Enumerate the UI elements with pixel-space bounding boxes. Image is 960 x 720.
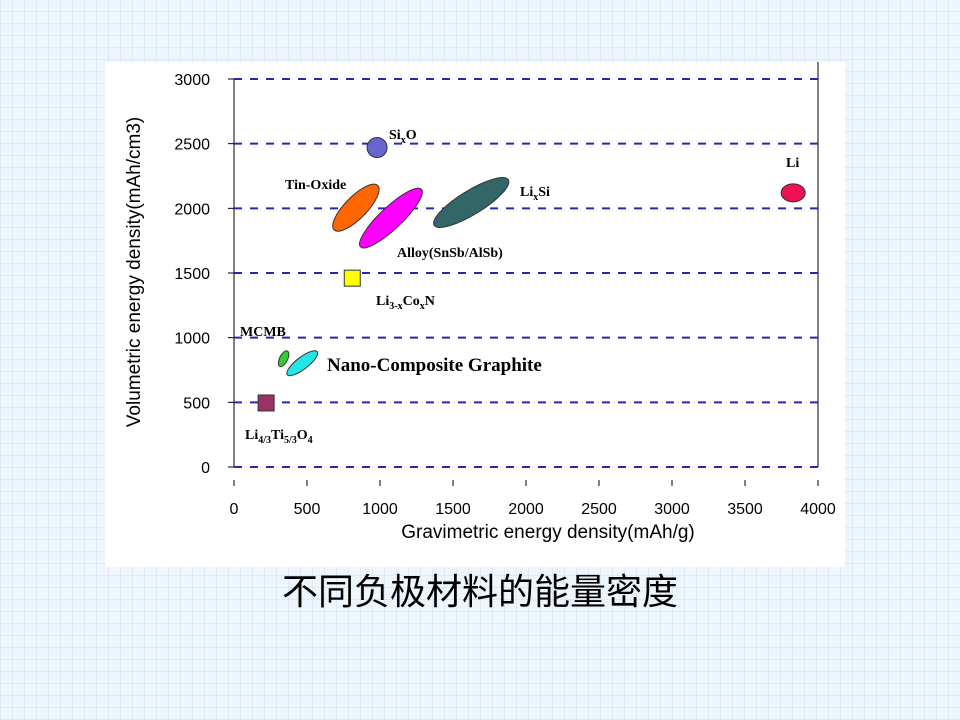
label-part: Nano-Composite Graphite	[327, 355, 542, 376]
label-part: x	[420, 301, 425, 312]
label-part: 4/3	[258, 435, 271, 446]
y-tick-label: 2000	[174, 201, 210, 218]
label-part: Si	[389, 128, 401, 143]
y-tick-label: 1500	[174, 266, 210, 283]
label-part: Tin-Oxide	[285, 178, 346, 193]
label-part: 3-x	[389, 301, 402, 312]
point	[257, 394, 275, 412]
x-tick-label: 1500	[435, 501, 471, 518]
point-label: LixSi	[520, 185, 550, 203]
point	[780, 183, 806, 203]
point-label: Li4/3Ti5/3O4	[245, 428, 313, 446]
x-tick-label: 3000	[654, 501, 690, 518]
point-label: Li	[786, 156, 799, 171]
region	[359, 187, 423, 249]
x-tick-label: 2500	[581, 501, 617, 518]
x-tick-label: 500	[294, 501, 321, 518]
label-part: MCMB	[240, 325, 286, 340]
label-part: 5/3	[284, 435, 297, 446]
label-part: O	[406, 128, 417, 143]
region	[332, 183, 380, 232]
x-tick-label: 1000	[362, 501, 398, 518]
label-part: Co	[403, 294, 420, 309]
label-part: Li	[376, 294, 389, 309]
point-label: Li3-xCoxN	[376, 294, 435, 312]
region	[286, 350, 319, 377]
region	[433, 177, 510, 228]
y-axis-title: Volumetric energy density(mAh/cm3)	[124, 117, 145, 427]
x-tick-label: 4000	[800, 501, 836, 518]
point-label: Tin-Oxide	[285, 178, 346, 193]
label-part: Si	[538, 185, 550, 200]
x-tick-label: 0	[230, 501, 239, 518]
point-label: MCMB	[240, 325, 286, 340]
label-part: x	[401, 135, 406, 146]
y-tick-label: 2500	[174, 137, 210, 154]
label-part: Alloy(SnSb/AlSb)	[397, 246, 503, 261]
label-part: Li	[245, 428, 258, 443]
label-part: Li	[786, 156, 799, 171]
caption: 不同负极材料的能量密度	[282, 572, 678, 613]
y-tick-label: 3000	[174, 72, 210, 89]
label-part: O	[297, 428, 308, 443]
point-label: Nano-Composite Graphite	[327, 355, 542, 376]
label-part: N	[425, 294, 435, 309]
y-tick-label: 500	[183, 395, 210, 412]
x-tick-label: 3500	[727, 501, 763, 518]
label-part: 4	[308, 435, 313, 446]
chart-panel	[105, 62, 845, 567]
y-tick-label: 0	[201, 460, 210, 477]
point	[366, 137, 388, 159]
region	[277, 350, 290, 368]
point-label: SixO	[389, 128, 417, 146]
label-part: x	[533, 192, 538, 203]
point-label: Alloy(SnSb/AlSb)	[397, 246, 503, 261]
point	[343, 269, 361, 287]
label-part: Ti	[271, 428, 284, 443]
y-tick-label: 1000	[174, 331, 210, 348]
label-part: Li	[520, 185, 533, 200]
x-tick-label: 2000	[508, 501, 544, 518]
x-axis-title: Gravimetric energy density(mAh/g)	[401, 522, 695, 543]
